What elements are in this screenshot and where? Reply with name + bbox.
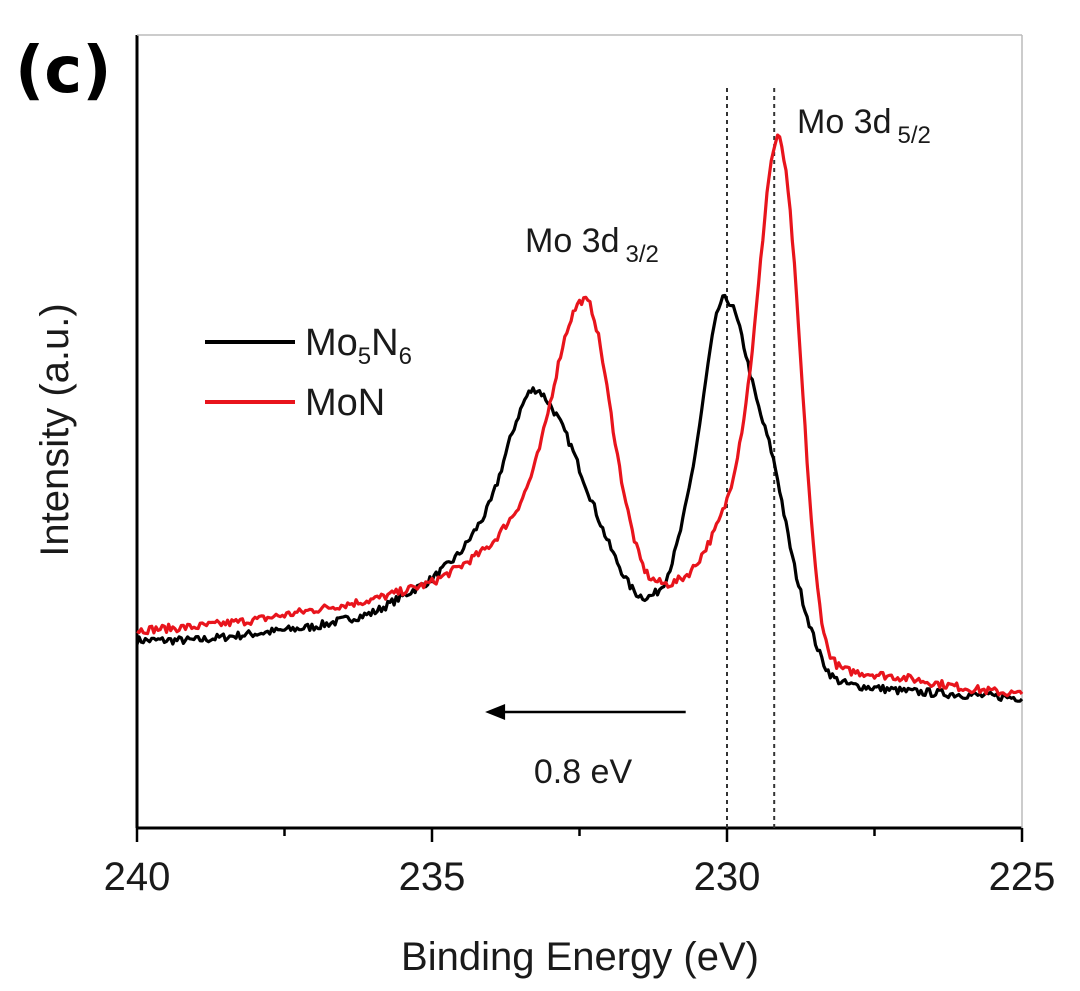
legend-label-mo5n6: Mo5N6 bbox=[305, 322, 412, 370]
legend: Mo5N6 MoN bbox=[205, 322, 412, 424]
x-tick-label: 230 bbox=[694, 855, 761, 899]
x-tick-label: 240 bbox=[104, 855, 171, 899]
series-line-mon bbox=[136, 133, 1024, 698]
shift-arrow-head bbox=[485, 704, 506, 720]
x-tick-label: 225 bbox=[989, 855, 1056, 899]
annotation-mo-3d-5-2: Mo 3d 5/2 bbox=[797, 103, 931, 149]
annotation-shift: 0.8 eV bbox=[534, 753, 633, 791]
x-axis-title: Binding Energy (eV) bbox=[401, 935, 759, 979]
x-ticks: 240 235 230 225 bbox=[104, 828, 1056, 899]
y-axis-title: Intensity (a.u.) bbox=[33, 303, 77, 556]
series-line-mo5n6 bbox=[135, 293, 1024, 703]
shift-arrow bbox=[485, 704, 686, 720]
series-group bbox=[135, 133, 1024, 703]
annotation-mo-3d-3-2: Mo 3d 3/2 bbox=[525, 222, 659, 268]
x-tick-label: 235 bbox=[399, 855, 466, 899]
plot-frame bbox=[135, 34, 1023, 830]
legend-label-mon: MoN bbox=[305, 382, 385, 424]
panel-label: (c) bbox=[15, 34, 111, 108]
